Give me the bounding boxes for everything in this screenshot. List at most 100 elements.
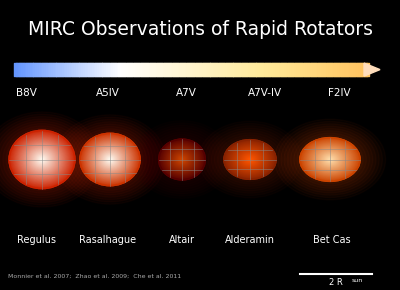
Ellipse shape: [101, 151, 119, 168]
Ellipse shape: [41, 159, 43, 160]
Ellipse shape: [30, 149, 54, 170]
Ellipse shape: [303, 140, 357, 179]
Ellipse shape: [228, 143, 272, 176]
Text: Regulus: Regulus: [16, 235, 56, 245]
Ellipse shape: [13, 134, 71, 185]
Ellipse shape: [31, 150, 53, 169]
Ellipse shape: [324, 155, 336, 164]
Ellipse shape: [230, 144, 270, 175]
Ellipse shape: [328, 158, 332, 161]
Ellipse shape: [173, 152, 191, 167]
Ellipse shape: [177, 155, 187, 164]
Ellipse shape: [87, 140, 133, 179]
Ellipse shape: [232, 146, 268, 173]
Ellipse shape: [176, 155, 188, 164]
Ellipse shape: [317, 150, 343, 169]
Ellipse shape: [109, 159, 111, 160]
Text: A5IV: A5IV: [96, 88, 120, 98]
Ellipse shape: [17, 137, 67, 182]
Ellipse shape: [307, 143, 353, 176]
Ellipse shape: [170, 149, 194, 170]
Ellipse shape: [181, 159, 183, 160]
Ellipse shape: [30, 148, 54, 171]
Text: 2 R: 2 R: [329, 278, 343, 287]
Ellipse shape: [88, 140, 132, 179]
Ellipse shape: [237, 150, 263, 169]
Ellipse shape: [35, 154, 49, 165]
Ellipse shape: [12, 133, 72, 186]
Text: Bet Cas: Bet Cas: [313, 235, 351, 245]
Ellipse shape: [327, 157, 333, 162]
Ellipse shape: [236, 148, 264, 171]
Ellipse shape: [99, 150, 121, 169]
Text: Rasalhague: Rasalhague: [80, 235, 136, 245]
Ellipse shape: [180, 158, 184, 161]
Text: MIRC Observations of Rapid Rotators: MIRC Observations of Rapid Rotators: [28, 20, 372, 39]
Ellipse shape: [158, 139, 206, 180]
Ellipse shape: [38, 157, 46, 162]
Ellipse shape: [322, 153, 338, 166]
Ellipse shape: [23, 143, 61, 176]
Ellipse shape: [228, 143, 272, 176]
Ellipse shape: [236, 149, 264, 170]
Ellipse shape: [306, 142, 354, 177]
Ellipse shape: [80, 134, 140, 185]
Ellipse shape: [92, 144, 128, 175]
Ellipse shape: [162, 142, 202, 177]
Ellipse shape: [246, 157, 254, 162]
Ellipse shape: [310, 145, 350, 174]
Ellipse shape: [313, 147, 347, 172]
Ellipse shape: [34, 152, 50, 167]
Text: sun: sun: [352, 278, 363, 282]
Text: Alderamin: Alderamin: [225, 235, 275, 245]
Ellipse shape: [175, 153, 189, 166]
Ellipse shape: [171, 150, 193, 169]
Ellipse shape: [161, 141, 203, 178]
Ellipse shape: [319, 152, 341, 167]
Ellipse shape: [318, 151, 342, 168]
Ellipse shape: [96, 147, 124, 172]
Ellipse shape: [106, 156, 114, 163]
Ellipse shape: [91, 143, 129, 176]
Ellipse shape: [170, 149, 194, 170]
Ellipse shape: [329, 159, 331, 160]
Text: A7V-IV: A7V-IV: [248, 88, 282, 98]
Ellipse shape: [11, 132, 73, 187]
Ellipse shape: [160, 140, 204, 179]
Ellipse shape: [311, 146, 349, 173]
Ellipse shape: [159, 139, 205, 180]
Ellipse shape: [322, 154, 338, 165]
Ellipse shape: [233, 146, 267, 173]
Ellipse shape: [86, 139, 134, 180]
Ellipse shape: [305, 142, 355, 177]
Ellipse shape: [225, 141, 275, 178]
Ellipse shape: [226, 141, 274, 178]
Ellipse shape: [174, 153, 190, 166]
Ellipse shape: [229, 144, 271, 175]
Ellipse shape: [246, 156, 254, 163]
Ellipse shape: [10, 131, 74, 188]
Ellipse shape: [82, 135, 138, 184]
Ellipse shape: [323, 155, 337, 164]
Ellipse shape: [103, 153, 117, 166]
Ellipse shape: [312, 146, 348, 173]
Ellipse shape: [224, 139, 276, 179]
Ellipse shape: [243, 154, 257, 165]
Ellipse shape: [316, 149, 344, 170]
Ellipse shape: [300, 137, 360, 182]
Text: Altair: Altair: [169, 235, 195, 245]
Ellipse shape: [328, 158, 332, 161]
Ellipse shape: [243, 154, 257, 165]
Ellipse shape: [249, 159, 251, 160]
Ellipse shape: [94, 146, 126, 173]
Ellipse shape: [245, 156, 255, 163]
Ellipse shape: [240, 152, 260, 167]
Ellipse shape: [248, 158, 252, 161]
Ellipse shape: [19, 139, 65, 180]
Ellipse shape: [239, 151, 261, 168]
Text: B8V: B8V: [16, 88, 37, 98]
Ellipse shape: [164, 144, 200, 175]
Ellipse shape: [176, 154, 188, 165]
Ellipse shape: [245, 155, 256, 164]
Ellipse shape: [90, 142, 130, 177]
